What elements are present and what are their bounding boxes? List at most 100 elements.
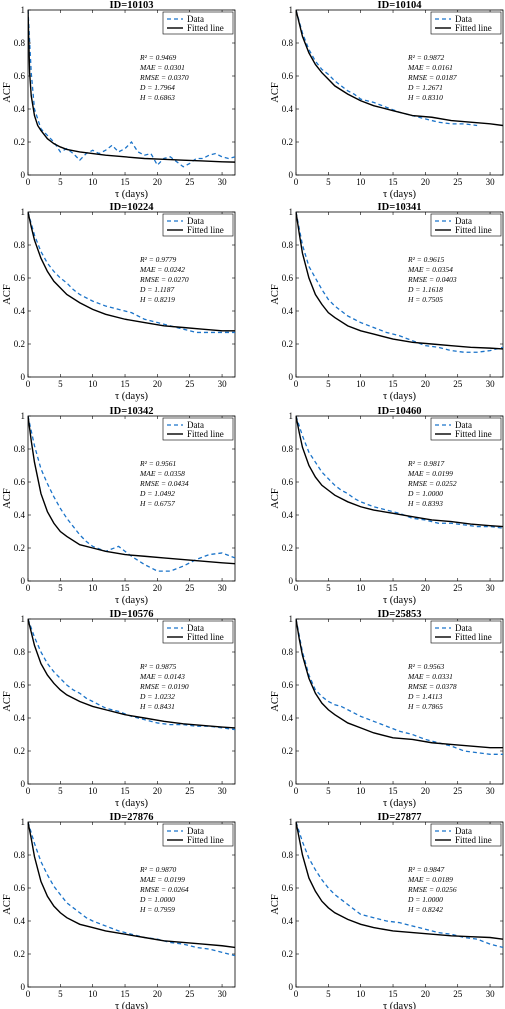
stat-line: MAE = 0.0242 — [139, 265, 185, 274]
x-tick-label: 10 — [356, 989, 366, 999]
x-tick-label: 20 — [421, 379, 431, 389]
y-tick-label: 1 — [289, 817, 294, 827]
x-tick-label: 10 — [88, 583, 98, 593]
axes-frame — [295, 9, 504, 176]
x-tick-label: 5 — [58, 177, 63, 187]
x-tick-label: 30 — [486, 379, 496, 389]
x-tick-label: 5 — [326, 786, 331, 796]
y-tick-label: 0.2 — [282, 949, 293, 959]
panel-5: ID=10342 0 5 10 15 20 25 30 0 0.2 0.4 0.6 0.8 1 τ (day… — [2, 406, 236, 606]
stat-line: R² = 0.9872 — [407, 53, 445, 62]
legend-data-label: Data — [187, 623, 204, 633]
y-tick-label: 0.4 — [14, 306, 26, 316]
y-axis-label: ACF — [2, 894, 13, 915]
stat-line: D = 1.0000 — [407, 895, 443, 904]
stat-line: D = 1.0000 — [139, 895, 175, 904]
fitted-series-line — [296, 212, 503, 350]
stat-line: D = 1.4113 — [407, 692, 443, 701]
x-tick-label: 5 — [58, 583, 63, 593]
fitted-series-line — [28, 212, 235, 332]
axes-frame — [295, 821, 504, 988]
legend-data-label: Data — [187, 14, 204, 24]
stat-line: R² = 0.9561 — [139, 459, 176, 468]
stat-line: D = 1.1618 — [407, 285, 443, 294]
x-tick-label: 20 — [153, 379, 163, 389]
x-axis-label: τ (days) — [383, 1001, 417, 1009]
x-tick-label: 30 — [486, 177, 496, 187]
x-tick-label: 15 — [389, 583, 399, 593]
x-tick-label: 15 — [389, 786, 399, 796]
stat-line: R² = 0.9817 — [407, 459, 445, 468]
stat-line: D = 1.0492 — [139, 489, 175, 498]
y-tick-label: 0.2 — [14, 137, 25, 147]
y-axis-label: ACF — [270, 894, 281, 915]
x-tick-label: 15 — [121, 583, 131, 593]
x-tick-label: 5 — [58, 379, 63, 389]
y-axis-label: ACF — [2, 284, 13, 305]
x-tick-label: 0 — [294, 379, 299, 389]
legend-data-label: Data — [187, 420, 204, 430]
axes-frame — [27, 211, 236, 378]
y-tick-label: 0.8 — [14, 38, 26, 48]
stat-line: R² = 0.9870 — [139, 865, 177, 874]
y-tick-label: 0.4 — [14, 104, 26, 114]
data-series-line — [296, 416, 503, 529]
x-tick-label: 30 — [486, 786, 496, 796]
stat-line: RMSE = 0.0270 — [139, 275, 189, 284]
y-tick-label: 0 — [21, 779, 26, 789]
panel-8: ID=25853 0 5 10 15 20 25 30 0 0.2 0.4 0.6 0.8 1 τ (day… — [270, 609, 504, 809]
y-tick-label: 0.6 — [282, 680, 294, 690]
axes-frame — [295, 211, 504, 378]
x-tick-label: 25 — [453, 379, 463, 389]
stat-line: RMSE = 0.0190 — [139, 682, 189, 691]
stat-line: H = 0.7959 — [139, 905, 175, 914]
x-tick-label: 15 — [389, 379, 399, 389]
y-tick-label: 0 — [21, 576, 26, 586]
stat-line: MAE = 0.0354 — [407, 265, 453, 274]
y-tick-label: 0.2 — [14, 543, 25, 553]
panel-title: ID=25853 — [378, 609, 422, 620]
fitted-series-line — [296, 619, 503, 749]
stat-line: H = 0.8431 — [139, 702, 175, 711]
x-tick-label: 25 — [453, 786, 463, 796]
data-series-line — [296, 212, 503, 353]
y-tick-label: 1 — [289, 5, 294, 15]
legend-data-label: Data — [455, 14, 472, 24]
x-tick-label: 15 — [121, 786, 131, 796]
x-tick-label: 5 — [326, 177, 331, 187]
y-tick-label: 1 — [289, 207, 294, 217]
y-tick-label: 0.8 — [14, 444, 26, 454]
y-axis-label: ACF — [2, 488, 13, 509]
y-tick-label: 0.2 — [14, 949, 25, 959]
stat-line: MAE = 0.0199 — [407, 469, 453, 478]
y-tick-label: 1 — [21, 411, 26, 421]
x-tick-label: 15 — [121, 379, 131, 389]
fitted-series-line — [296, 416, 503, 528]
x-axis-label: τ (days) — [383, 595, 417, 606]
stat-line: MAE = 0.0301 — [139, 63, 185, 72]
stat-line: RMSE = 0.0264 — [139, 885, 189, 894]
y-tick-label: 0.6 — [282, 477, 294, 487]
panel-title: ID=10576 — [110, 609, 154, 620]
x-axis-label: τ (days) — [383, 798, 417, 809]
stat-line: MAE = 0.0189 — [407, 875, 453, 884]
x-tick-label: 10 — [356, 379, 366, 389]
y-tick-label: 0.2 — [282, 746, 293, 756]
panel-title: ID=10103 — [110, 0, 154, 11]
y-tick-label: 0.8 — [14, 240, 26, 250]
legend-fit-label: Fitted line — [455, 632, 492, 642]
y-tick-label: 0.6 — [282, 71, 294, 81]
x-tick-label: 10 — [356, 583, 366, 593]
y-tick-label: 1 — [289, 411, 294, 421]
x-axis-label: τ (days) — [383, 189, 417, 200]
y-tick-label: 0.2 — [282, 543, 293, 553]
panel-10: ID=27877 0 5 10 15 20 25 30 0 0.2 0.4 0.6 0.8 1 τ (day… — [270, 812, 504, 1009]
y-tick-label: 0.4 — [282, 916, 294, 926]
y-tick-label: 0.4 — [282, 713, 294, 723]
axes-frame — [27, 9, 236, 176]
panel-title: ID=10224 — [110, 202, 155, 213]
y-tick-label: 0.6 — [14, 273, 26, 283]
x-tick-label: 0 — [294, 786, 299, 796]
